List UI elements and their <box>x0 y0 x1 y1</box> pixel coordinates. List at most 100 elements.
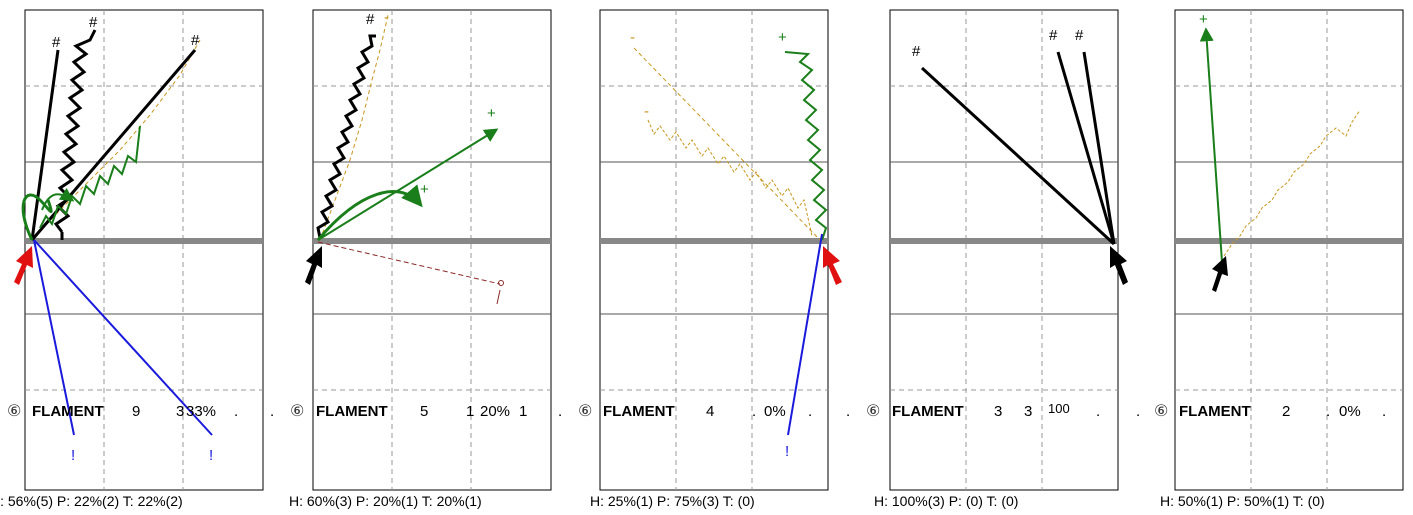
panel-3: - - + ! ⑥ FLAMENT 4 . 0% . . H: 25%(1) P… <box>578 9 850 509</box>
trajectory-green-loop <box>21 193 53 241</box>
panel-name: FLAMENT <box>32 403 104 420</box>
panel-name: FLAMENT <box>316 403 388 420</box>
panel-count-n: 3 <box>994 403 1002 420</box>
mark-excl: ! <box>209 447 213 464</box>
panel-index-glyph: ⑥ <box>1154 401 1168 420</box>
panel-1: # # # ! ! ⑥ FLAMENT 9 3 33% . . H: 56%(5… <box>0 9 274 509</box>
panel-caption: H: 50%(1) P: 50%(1) T: (0) <box>1160 493 1325 509</box>
baseline-bar <box>890 238 1118 244</box>
panel-dot: . <box>270 403 274 420</box>
trajectory-hard-zigzag <box>316 34 376 239</box>
mark-plus: + <box>1199 11 1208 28</box>
panel-extra: . <box>808 403 812 420</box>
panel-name: FLAMENT <box>892 403 964 420</box>
trajectory-blue <box>33 239 213 436</box>
panel-percent: 100 <box>1048 401 1070 416</box>
trajectory-green-zigzag <box>784 51 828 241</box>
baseline-bar <box>313 238 551 244</box>
mark-plus: + <box>778 29 787 46</box>
panel-frame <box>1174 9 1404 491</box>
trajectory-hard <box>1056 51 1116 245</box>
panel-count-n: 9 <box>132 403 140 420</box>
mark-minus: - <box>644 103 649 120</box>
mark-hard: # <box>912 43 921 60</box>
end-dot-brown <box>498 280 504 286</box>
trajectory-brown-tail <box>496 289 501 305</box>
mark-minus: - <box>630 29 635 46</box>
panel-frame <box>24 9 264 491</box>
panel-count-n: 5 <box>420 403 428 420</box>
panel-5: + ⑥ FLAMENT 2 . 0% . H: 50%(1) P: 50%(1)… <box>1154 9 1404 509</box>
start-arrow-black <box>1110 246 1128 285</box>
panel-index-glyph: ⑥ <box>7 401 21 420</box>
panel-count-k: . <box>1326 403 1330 420</box>
mark-excl: ! <box>785 443 789 460</box>
trajectory-green <box>1199 27 1223 263</box>
mark-hard: # <box>1075 27 1084 44</box>
panel-caption: H: 100%(3) P: (0) T: (0) <box>874 493 1018 509</box>
panel-count-k: 3 <box>1024 403 1032 420</box>
panel-dot: . <box>846 403 850 420</box>
trajectory-hard <box>1082 51 1116 245</box>
start-arrow-red <box>14 246 33 285</box>
panel-count-k: . <box>752 403 756 420</box>
panel-count-k: 3 <box>176 403 184 420</box>
trajectory-green-curve <box>41 187 75 211</box>
panel-frame <box>312 9 552 491</box>
mark-hard: # <box>1049 27 1058 44</box>
panel-2: # - + + ⑥ FLAMENT 5 1 20% 1 . H: 60%(3) … <box>289 9 562 509</box>
trajectory-gold-zigzag <box>1223 109 1361 257</box>
panel-frame <box>889 9 1119 491</box>
trajectory-green <box>317 128 499 241</box>
start-arrow-red <box>823 246 842 285</box>
panel-index-glyph: ⑥ <box>290 401 304 420</box>
mark-hard: # <box>89 14 98 31</box>
mark-plus: + <box>487 105 496 122</box>
panel-caption: H: 25%(1) P: 75%(3) T: (0) <box>590 493 755 509</box>
baseline-bar <box>600 238 828 244</box>
panel-percent: 0% <box>764 403 786 420</box>
panel-count-n: 4 <box>706 403 714 420</box>
mark-plus: + <box>420 181 429 198</box>
panel-4: # # # ⑥ FLAMENT 3 3 100 . . H: 100%(3) P… <box>866 9 1140 509</box>
mark-excl: ! <box>71 447 75 464</box>
mark-hard: # <box>52 34 61 51</box>
trajectory-green-curve <box>316 184 423 241</box>
trajectory-hard <box>30 49 60 241</box>
trajectory-hard-zigzag <box>53 29 97 233</box>
mark-hard: # <box>366 11 375 28</box>
panel-count-k: 1 <box>466 403 474 420</box>
mark-hard: # <box>191 32 200 49</box>
start-arrow-black <box>305 246 322 285</box>
start-arrow-black <box>1212 256 1228 292</box>
trajectory-blue <box>33 239 75 436</box>
panel-percent: 33% <box>186 403 216 420</box>
trajectory-gold <box>319 14 389 241</box>
panel-frame <box>599 9 829 491</box>
panel-name: FLAMENT <box>1179 403 1251 420</box>
baseline-bar <box>1175 238 1403 244</box>
trajectory-green-zigzag <box>39 125 141 229</box>
panel-index-glyph: ⑥ <box>866 401 880 420</box>
panel-extra: 1 <box>519 403 527 420</box>
panel-name: FLAMENT <box>603 403 675 420</box>
panel-caption: H: 60%(3) P: 20%(1) T: 20%(1) <box>289 493 482 509</box>
panel-index-glyph: ⑥ <box>578 401 592 420</box>
trajectory-brown <box>317 241 501 285</box>
mark-minus: - <box>384 9 389 26</box>
panel-count-n: 2 <box>1282 403 1290 420</box>
panel-dot: . <box>1136 403 1140 420</box>
panel-percent: 20% <box>480 403 510 420</box>
panel-extra: . <box>1382 403 1386 420</box>
trajectory-hard <box>920 66 1116 246</box>
panel-dot: . <box>558 403 562 420</box>
trajectory-gold-zigzag <box>647 119 813 237</box>
panel-extra: . <box>234 403 238 420</box>
panel-percent: 0% <box>1339 403 1361 420</box>
trajectory-gold <box>633 47 821 241</box>
trajectory-blue <box>787 233 823 436</box>
panel-caption: H: 56%(5) P: 22%(2) T: 22%(2) <box>0 493 183 509</box>
panel-extra: . <box>1096 403 1100 420</box>
baseline-bar <box>25 238 263 244</box>
